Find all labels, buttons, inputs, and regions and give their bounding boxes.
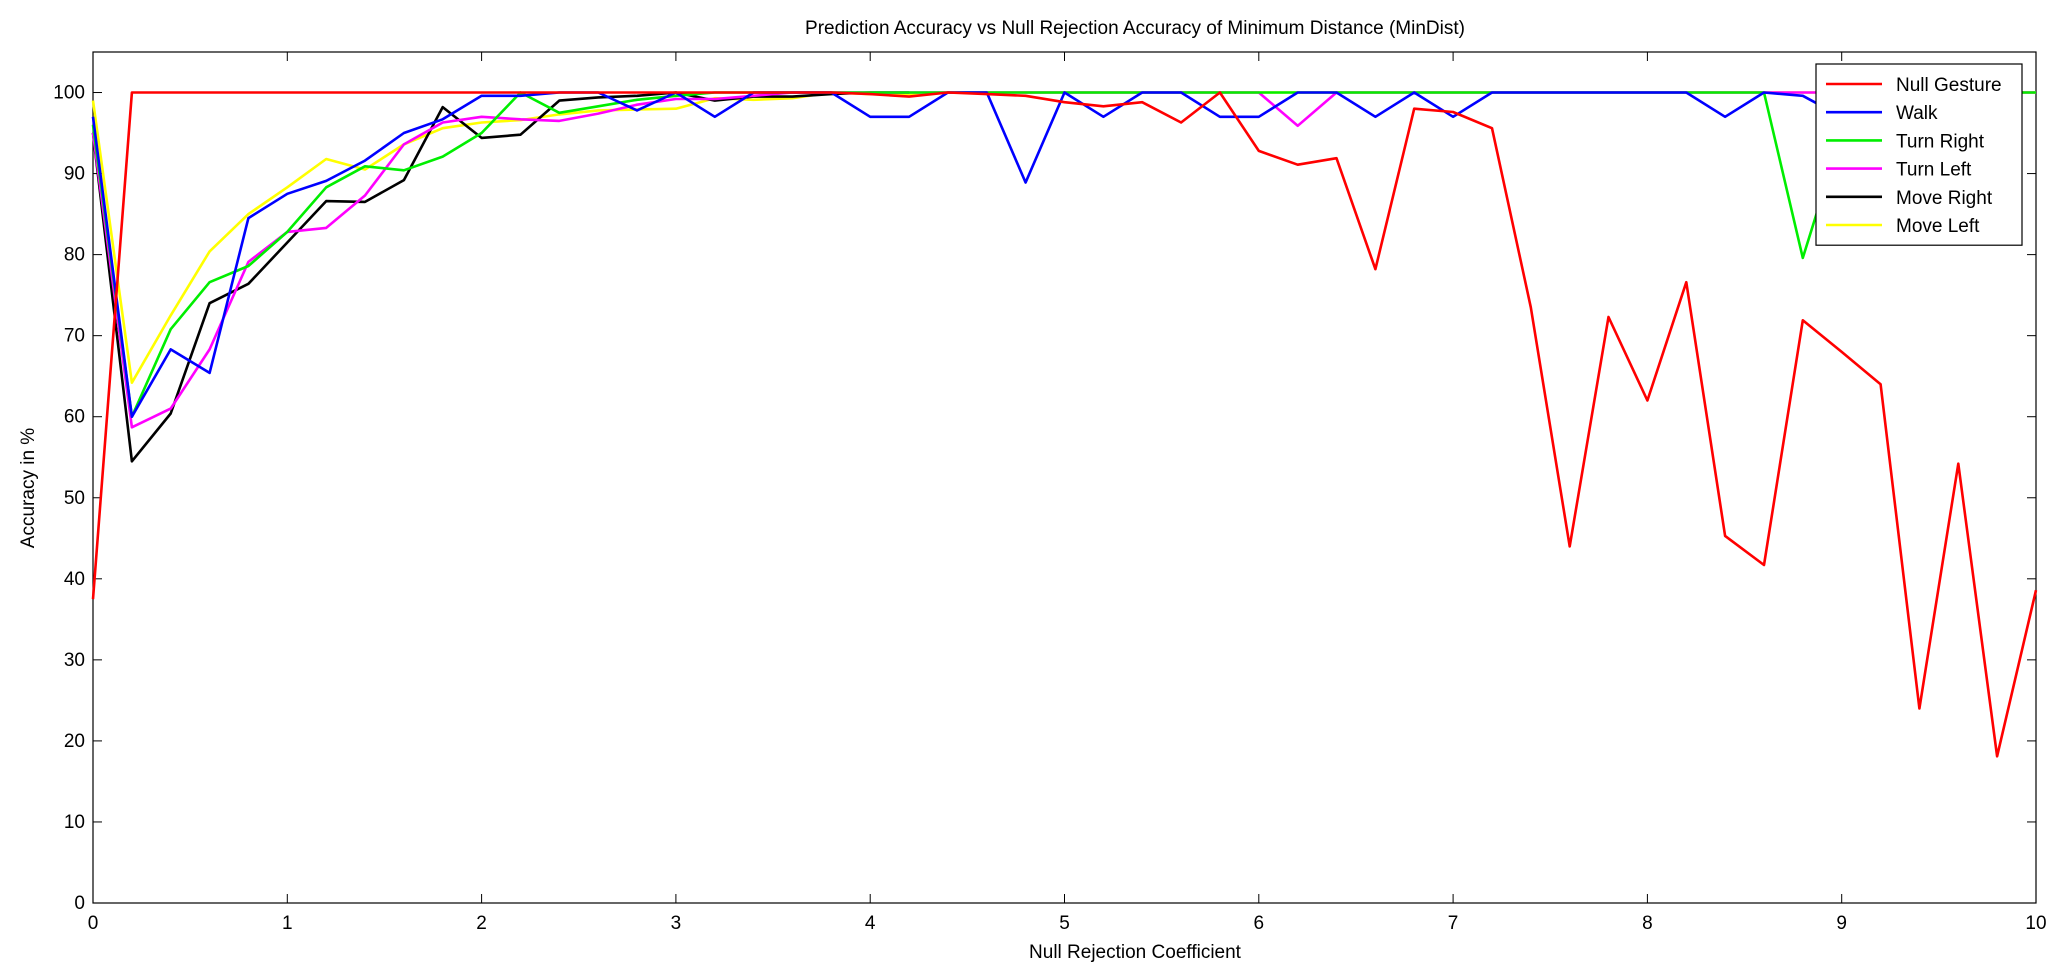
x-tick-label: 3 <box>671 913 682 934</box>
x-tick-label: 5 <box>1059 913 1070 934</box>
x-tick-label: 10 <box>2025 913 2046 934</box>
x-tick-label: 6 <box>1254 913 1265 934</box>
series-line-turn-right <box>91 91 2036 419</box>
x-tick-label: 0 <box>88 913 99 934</box>
y-tick-label: 100 <box>53 83 85 104</box>
x-axis-label: Null Rejection Coefficient <box>1029 942 1242 963</box>
chart-title: Prediction Accuracy vs Null Rejection Ac… <box>805 18 1465 39</box>
legend-box <box>1815 63 2023 246</box>
legend-label-walk: Walk <box>1896 103 1938 124</box>
y-tick-label: 30 <box>64 650 85 671</box>
series-line-walk <box>91 91 1843 419</box>
legend-label-move-right: Move Right <box>1896 188 1993 209</box>
x-tick-label: 9 <box>1836 913 1847 934</box>
series-line-turn-left <box>91 91 2036 429</box>
plot-frame <box>92 51 2037 904</box>
y-tick-label: 90 <box>64 164 85 185</box>
x-tick-label: 4 <box>865 913 876 934</box>
legend: Null Gesture Walk Turn Right Turn Left Move … <box>1815 63 2023 246</box>
y-tick-label: 60 <box>64 407 85 428</box>
x-tick-label: 2 <box>476 913 487 934</box>
y-tick-label: 0 <box>74 893 85 914</box>
series-line-move-left <box>91 91 2036 385</box>
x-tick-label: 7 <box>1448 913 1459 934</box>
legend-label-move-left: Move Left <box>1896 216 1980 237</box>
legend-label-turn-left: Turn Left <box>1896 160 1972 181</box>
y-tick-label: 10 <box>64 812 85 833</box>
x-tick-label: 8 <box>1642 913 1653 934</box>
y-axis-label: Accuracy in % <box>18 428 39 548</box>
series-line-move-right <box>91 91 910 463</box>
series-layer <box>91 91 2038 758</box>
legend-label-null-gesture: Null Gesture <box>1896 75 2002 96</box>
x-tick-label: 1 <box>282 913 293 934</box>
y-tick-label: 20 <box>64 731 85 752</box>
y-tick-label: 80 <box>64 245 85 266</box>
y-tick-label: 70 <box>64 326 85 347</box>
legend-label-turn-right: Turn Right <box>1896 131 1985 152</box>
series-line-null-gesture <box>91 91 2038 758</box>
y-tick-label: 50 <box>64 488 85 509</box>
y-tick-label: 40 <box>64 569 85 590</box>
